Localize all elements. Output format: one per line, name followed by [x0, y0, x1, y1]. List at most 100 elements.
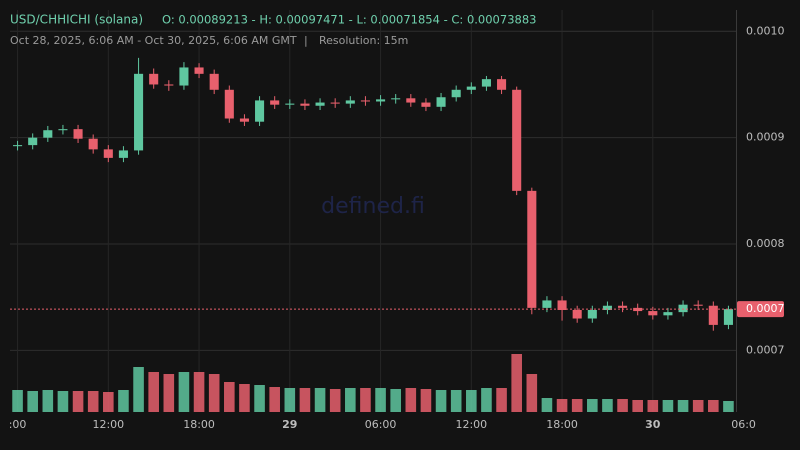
volume-bar	[284, 388, 296, 412]
volume-bar	[466, 390, 477, 412]
volume-bar	[420, 389, 432, 412]
volume-bar	[587, 399, 598, 412]
last-price-label: 0.0007	[746, 302, 785, 315]
candle-body	[572, 310, 582, 319]
volume-bar	[133, 367, 144, 412]
x-tick-label: 06:00	[365, 418, 397, 431]
candle-body	[118, 150, 128, 158]
x-tick-label: 18:00	[183, 418, 215, 431]
volume-bar	[329, 389, 341, 412]
candle-body	[28, 137, 38, 146]
candle-body	[360, 100, 370, 102]
volume-bar	[526, 374, 538, 412]
candle-body	[421, 102, 431, 107]
subtitle: Oct 28, 2025, 6:06 AM - Oct 30, 2025, 6:…	[10, 34, 297, 47]
volume-bar	[435, 390, 447, 412]
candle-body	[527, 190, 537, 308]
y-tick-label: 0.0009	[746, 131, 785, 144]
candle-body	[376, 99, 386, 102]
resolution: Resolution: 15m	[319, 34, 408, 47]
candle-body	[481, 79, 491, 87]
candle-body	[255, 100, 265, 122]
volume-bar	[72, 391, 84, 412]
x-tick-label: 18:00	[546, 418, 578, 431]
volume-bar	[224, 382, 235, 412]
volume-bar	[390, 389, 401, 412]
volume-bar	[360, 388, 371, 412]
candle-body	[330, 102, 340, 104]
volume-bar	[632, 400, 643, 412]
candle-body	[285, 103, 295, 105]
candle-body	[466, 86, 476, 90]
candle-body	[557, 300, 567, 310]
candle-body	[270, 100, 280, 105]
volume-bar	[57, 391, 69, 412]
last-price-box	[737, 301, 784, 318]
volume-bar	[254, 385, 265, 412]
volume-bar	[27, 391, 38, 412]
volume-bar	[42, 390, 54, 412]
volume-bar	[708, 400, 719, 412]
volume-bar	[12, 390, 23, 412]
volume-bar	[692, 400, 704, 412]
candle-body	[134, 73, 144, 151]
volume-bar	[178, 372, 190, 412]
y-tick-label: 0.0007	[746, 343, 785, 356]
candle-body	[663, 312, 673, 316]
candle-body	[633, 307, 643, 312]
volume-bar	[163, 374, 175, 412]
candle-body	[723, 309, 733, 325]
candle-body	[693, 304, 703, 306]
candle-body	[512, 89, 522, 191]
volume-bar	[723, 401, 734, 412]
volume-bar	[677, 400, 689, 412]
volume-bar	[602, 399, 613, 412]
volume-bar	[375, 388, 386, 412]
x-tick-label: 06:0	[731, 418, 756, 431]
volume-bar	[450, 390, 462, 412]
candle-body	[164, 84, 174, 86]
candle-body	[239, 118, 249, 122]
volume-bar	[87, 391, 99, 412]
candle-body	[103, 149, 113, 158]
volume-bar	[314, 388, 326, 412]
volume-bar	[481, 388, 492, 412]
candle-body	[678, 304, 688, 313]
y-tick-label: 0.0008	[746, 237, 785, 250]
volume-bar	[556, 399, 568, 412]
candle-body	[13, 145, 23, 147]
candle-body	[194, 67, 204, 74]
volume-bar	[118, 390, 129, 412]
candle-body	[542, 300, 552, 308]
candle-body	[58, 129, 68, 131]
volume-bar	[496, 388, 507, 412]
volume-bar	[269, 387, 280, 412]
volume-bar	[345, 388, 356, 412]
volume-bar	[541, 398, 553, 412]
x-tick-label: 30	[645, 418, 661, 431]
candle-body	[73, 129, 83, 139]
volume-bar	[193, 372, 205, 412]
candle-body	[406, 98, 416, 103]
candle-body	[618, 305, 628, 308]
candle-body	[648, 311, 658, 316]
volume-bar	[617, 399, 628, 412]
volume-bar	[647, 400, 659, 412]
candle-body	[88, 138, 98, 150]
volume-bar	[103, 392, 114, 412]
watermark: defined.fi	[321, 194, 425, 219]
volume-bar	[208, 374, 220, 412]
volume-bar	[662, 400, 674, 412]
candle-body	[179, 67, 189, 86]
x-tick-label: 12:00	[455, 418, 487, 431]
volume-bar	[511, 354, 522, 412]
x-tick-label: 29	[282, 418, 297, 431]
candle-body	[602, 305, 612, 310]
volume-bar	[405, 388, 417, 412]
volume-bar	[148, 372, 159, 412]
candle-body	[345, 100, 355, 104]
chart-title: USD/CHHICHI (solana)	[10, 13, 143, 27]
